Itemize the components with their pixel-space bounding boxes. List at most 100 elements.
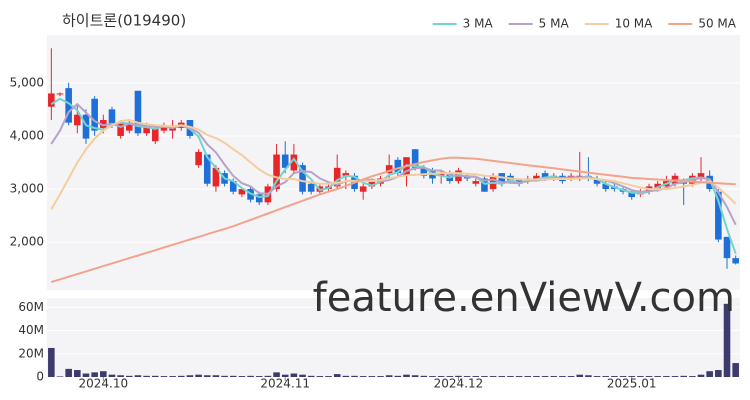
candle-body — [108, 109, 116, 126]
volume-bar — [126, 375, 133, 377]
volume-bar — [472, 376, 480, 377]
y-tick-label: 0 — [36, 370, 44, 384]
volume-bar — [333, 374, 341, 377]
candle-body — [255, 194, 263, 203]
volume-bar — [481, 376, 488, 377]
candle-body — [238, 189, 246, 195]
candle-body — [697, 173, 705, 179]
candle-body — [359, 186, 367, 192]
volume-bar — [394, 375, 402, 377]
chart-title: 하이트론(019490) — [62, 12, 186, 30]
volume-bar — [56, 376, 64, 377]
candle-body — [82, 114, 90, 139]
candle-body — [394, 159, 402, 174]
candle-body — [91, 98, 98, 131]
candle-body — [290, 154, 298, 171]
legend-label: 10 MA — [615, 17, 653, 31]
candle-body — [169, 127, 176, 131]
volume-bar — [429, 376, 436, 377]
volume-bar — [325, 376, 332, 377]
volume-bar — [403, 374, 410, 377]
candle-body — [385, 165, 393, 174]
candle-body — [160, 125, 168, 131]
candle-body — [593, 178, 601, 184]
volume-bar — [559, 376, 566, 377]
volume-bar — [602, 376, 610, 377]
volume-bar — [507, 376, 514, 377]
candle-body — [299, 165, 306, 192]
volume-bar — [420, 375, 428, 377]
y-tick-label: 40M — [18, 323, 44, 337]
volume-bar — [463, 376, 471, 377]
y-tick-label: 5,000 — [10, 75, 44, 89]
volume-bar — [715, 370, 722, 377]
candle-body — [100, 120, 107, 128]
volume-bar — [255, 376, 263, 377]
volume-bar — [593, 376, 601, 377]
volume-bar — [281, 374, 289, 377]
volume-bar — [177, 375, 185, 377]
volume-bar — [229, 375, 237, 377]
volume-bar — [663, 376, 670, 377]
volume-bar — [247, 375, 254, 377]
volume-bar — [550, 376, 558, 377]
legend-label: 5 MA — [539, 17, 570, 31]
volume-bar — [567, 376, 575, 377]
y-tick-label: 20M — [18, 346, 44, 360]
volume-bar — [100, 371, 107, 377]
x-tick-label: 2024.10 — [78, 377, 128, 391]
y-tick-label: 3,000 — [10, 182, 44, 196]
volume-bar — [723, 303, 731, 377]
volume-bar — [65, 368, 72, 377]
volume-bar — [117, 375, 124, 377]
volume-bar — [143, 375, 150, 377]
candle-body — [628, 191, 636, 198]
candle-body — [273, 154, 280, 190]
candle-body — [333, 167, 341, 187]
volume-bar — [273, 372, 280, 377]
volume-bar — [203, 375, 211, 377]
volume-bar — [91, 372, 98, 377]
volume-bar — [169, 376, 176, 377]
candle-body — [143, 125, 150, 134]
volume-bar — [541, 376, 549, 377]
candle-body — [342, 173, 350, 176]
volume-bar — [576, 374, 584, 377]
volume-bar — [368, 376, 376, 377]
legend-label: 3 MA — [463, 17, 494, 31]
candle-body — [74, 114, 81, 126]
y-tick-label: 60M — [18, 300, 44, 314]
volume-bar — [611, 376, 618, 377]
volume-bar — [524, 376, 532, 377]
volume-bar — [342, 375, 350, 377]
volume-bar — [437, 376, 445, 377]
volume-bar — [489, 376, 497, 377]
volume-bar — [195, 374, 202, 377]
candle-body — [56, 93, 64, 95]
candle-body — [420, 167, 428, 176]
plot-background — [47, 298, 740, 377]
candle-body — [723, 236, 731, 259]
x-tick-label: 2025.01 — [607, 377, 657, 391]
volume-bar — [377, 376, 384, 377]
candle-body — [472, 181, 480, 184]
candle-body — [732, 258, 739, 264]
volume-bar — [385, 375, 393, 377]
candle-body — [307, 183, 315, 192]
volume-bar — [108, 374, 116, 377]
candle-body — [134, 90, 142, 134]
volume-bar — [212, 375, 220, 377]
volume-bar — [316, 376, 324, 377]
candle-body — [126, 122, 133, 131]
volume-bar — [689, 376, 696, 377]
candle-body — [195, 151, 202, 166]
y-tick-label: 4,000 — [10, 128, 44, 142]
candle-body — [515, 178, 523, 184]
volume-bar — [498, 376, 506, 377]
volume-bar — [697, 374, 705, 377]
volume-bar — [533, 376, 540, 377]
volume-bar — [654, 376, 661, 377]
volume-bar — [82, 373, 90, 377]
candle-body — [411, 149, 419, 168]
